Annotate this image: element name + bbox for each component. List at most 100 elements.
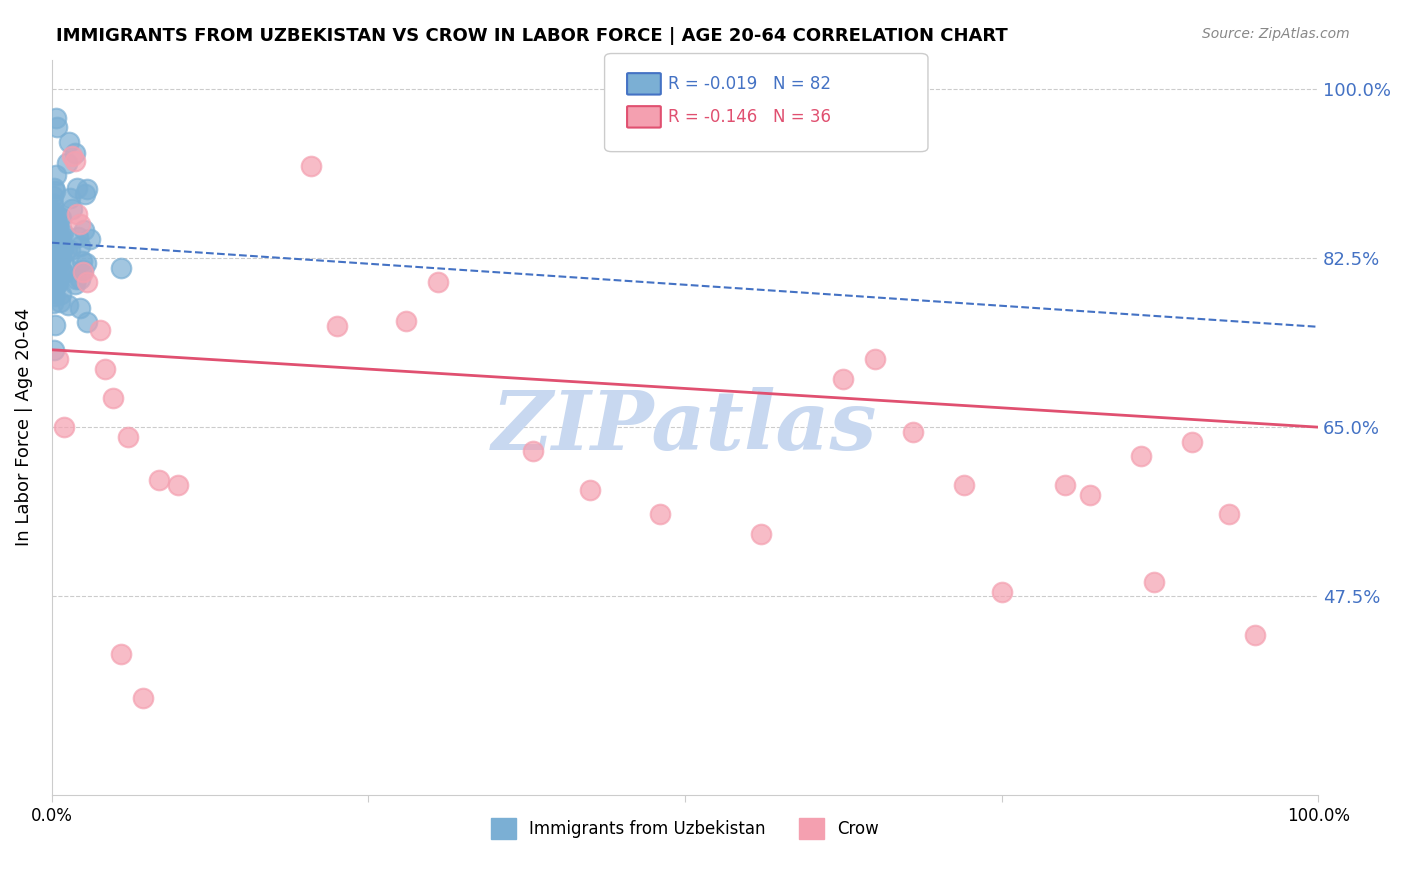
Immigrants from Uzbekistan [58,298,80,312]
Immigrants from Uzbekistan [42,210,65,224]
Immigrants from Uzbekistan [69,239,91,253]
Crow [60,149,83,163]
Immigrants from Uzbekistan [56,260,79,275]
Immigrants from Uzbekistan [45,238,67,252]
Immigrants from Uzbekistan [59,191,82,205]
Crow [53,420,76,434]
Crow [66,207,89,221]
Immigrants from Uzbekistan [65,181,87,195]
Immigrants from Uzbekistan [58,135,80,149]
Immigrants from Uzbekistan [42,227,65,242]
Immigrants from Uzbekistan [59,243,82,257]
Crow [325,318,347,333]
Immigrants from Uzbekistan [42,206,65,220]
Immigrants from Uzbekistan [44,318,66,332]
Immigrants from Uzbekistan [44,180,66,194]
Immigrants from Uzbekistan [48,235,70,249]
Immigrants from Uzbekistan [42,231,65,245]
Immigrants from Uzbekistan [46,277,69,291]
Immigrants from Uzbekistan [110,260,132,275]
Crow [863,352,886,367]
Immigrants from Uzbekistan [44,237,66,252]
Crow [46,352,69,367]
Immigrants from Uzbekistan [42,221,65,235]
Text: ZIPatlas: ZIPatlas [492,387,877,467]
Crow [89,323,111,337]
Immigrants from Uzbekistan [52,226,75,240]
Immigrants from Uzbekistan [70,253,93,268]
Immigrants from Uzbekistan [48,258,70,272]
Immigrants from Uzbekistan [49,261,72,276]
Immigrants from Uzbekistan [42,286,65,301]
Crow [1053,478,1076,492]
Immigrants from Uzbekistan [44,184,66,198]
Immigrants from Uzbekistan [48,252,70,267]
Immigrants from Uzbekistan [46,250,69,264]
Immigrants from Uzbekistan [42,188,65,202]
Text: R = -0.019   N = 82: R = -0.019 N = 82 [668,75,831,93]
Immigrants from Uzbekistan [46,272,69,286]
Crow [1243,628,1265,642]
Immigrants from Uzbekistan [49,249,72,263]
Immigrants from Uzbekistan [45,111,67,125]
Immigrants from Uzbekistan [45,120,67,135]
Immigrants from Uzbekistan [56,242,79,256]
Immigrants from Uzbekistan [44,168,66,182]
Immigrants from Uzbekistan [63,277,86,291]
Crow [522,444,544,458]
Crow [110,648,132,662]
Immigrants from Uzbekistan [45,212,67,227]
Immigrants from Uzbekistan [46,237,69,252]
Immigrants from Uzbekistan [65,272,87,286]
Immigrants from Uzbekistan [42,210,65,224]
Immigrants from Uzbekistan [69,301,91,316]
Immigrants from Uzbekistan [49,211,72,225]
Immigrants from Uzbekistan [63,145,86,160]
Immigrants from Uzbekistan [69,271,91,285]
Immigrants from Uzbekistan [75,256,97,270]
Immigrants from Uzbekistan [42,243,65,257]
Immigrants from Uzbekistan [42,203,65,218]
Crow [299,159,322,173]
Immigrants from Uzbekistan [44,279,66,293]
Immigrants from Uzbekistan [42,282,65,296]
Crow [990,584,1012,599]
Crow [132,690,155,705]
Y-axis label: In Labor Force | Age 20-64: In Labor Force | Age 20-64 [15,308,32,546]
Immigrants from Uzbekistan [42,227,65,242]
Crow [1142,574,1164,589]
Immigrants from Uzbekistan [73,223,96,237]
Immigrants from Uzbekistan [49,210,72,224]
Crow [94,362,117,376]
Immigrants from Uzbekistan [66,229,89,244]
Immigrants from Uzbekistan [42,244,65,258]
Immigrants from Uzbekistan [53,266,76,280]
Immigrants from Uzbekistan [52,241,75,255]
Crow [427,275,450,289]
Crow [167,478,190,492]
Immigrants from Uzbekistan [55,156,77,170]
Text: R = -0.146   N = 36: R = -0.146 N = 36 [668,108,831,126]
Immigrants from Uzbekistan [76,315,98,329]
Text: IMMIGRANTS FROM UZBEKISTAN VS CROW IN LABOR FORCE | AGE 20-64 CORRELATION CHART: IMMIGRANTS FROM UZBEKISTAN VS CROW IN LA… [56,27,1008,45]
Immigrants from Uzbekistan [42,253,65,268]
Immigrants from Uzbekistan [51,250,73,264]
Crow [648,507,671,521]
Crow [1180,434,1202,449]
Immigrants from Uzbekistan [42,289,65,303]
Immigrants from Uzbekistan [42,254,65,268]
Immigrants from Uzbekistan [48,228,70,243]
Crow [76,275,98,289]
Immigrants from Uzbekistan [42,343,65,357]
Immigrants from Uzbekistan [45,261,67,276]
Immigrants from Uzbekistan [44,229,66,244]
Crow [72,265,94,279]
Immigrants from Uzbekistan [42,268,65,283]
Crow [579,483,602,497]
Crow [63,154,86,169]
Text: Source: ZipAtlas.com: Source: ZipAtlas.com [1202,27,1350,41]
Immigrants from Uzbekistan [60,202,83,217]
Immigrants from Uzbekistan [49,227,72,242]
Crow [69,217,91,231]
Crow [1218,507,1240,521]
